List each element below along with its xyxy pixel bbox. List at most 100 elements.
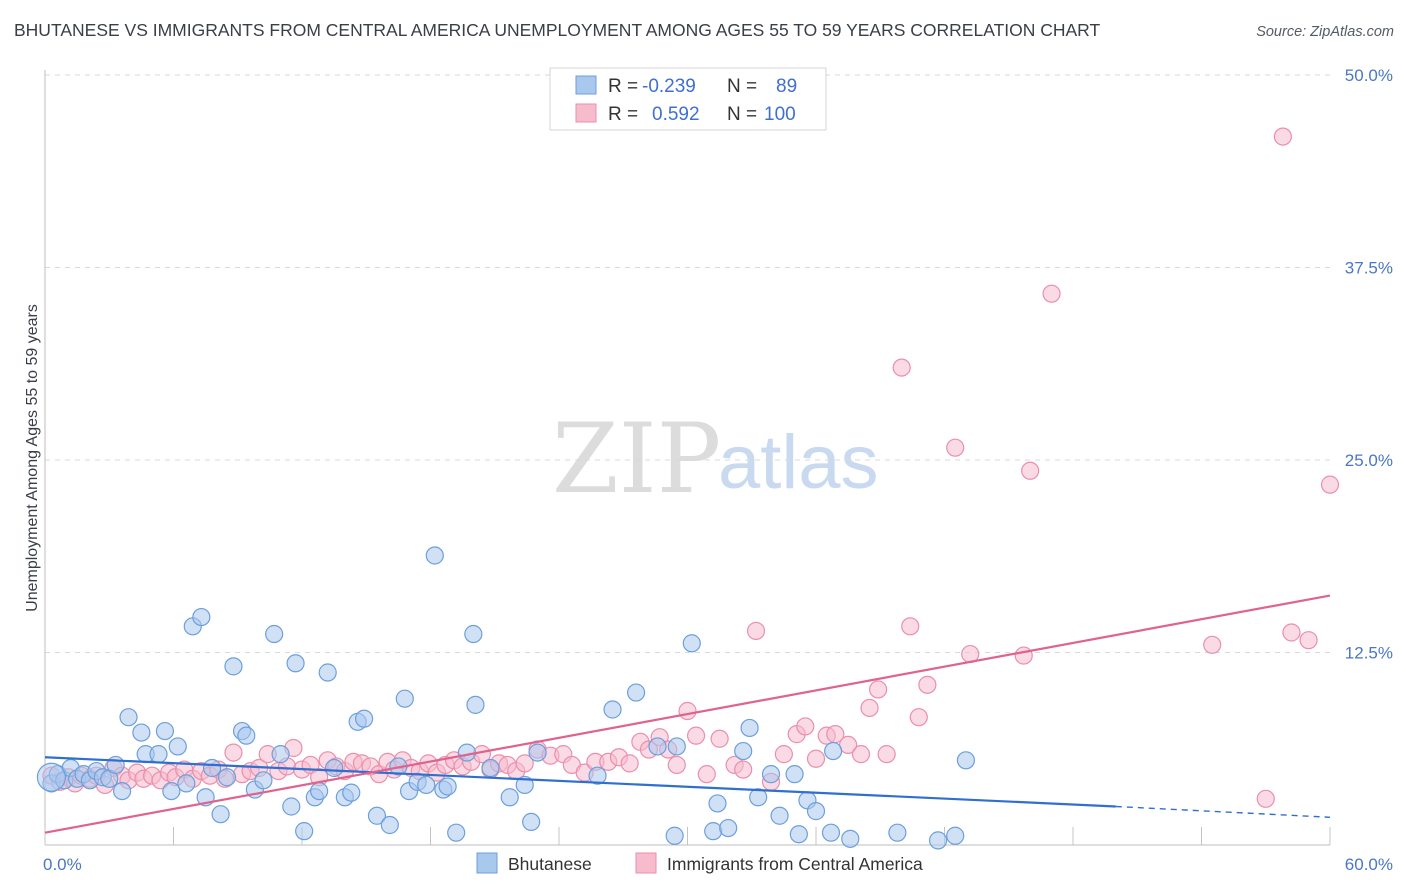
bhutanese-point-35: [295, 822, 314, 841]
bhutanese-point-72: [719, 818, 738, 838]
bhutanese-point-81: [806, 802, 826, 821]
y-tick-label-0: 12.5%: [1345, 644, 1393, 663]
bhutanese-point-69: [682, 634, 701, 653]
bhutanese-point-18: [168, 737, 187, 756]
bhutanese-point-33: [282, 797, 301, 816]
immigrants-trend-line: [44, 594, 1331, 834]
bhutanese-trend-extension: [1115, 805, 1331, 818]
bhutanese-point-75: [749, 788, 768, 807]
bhutanese-point-86: [928, 831, 948, 850]
bhutanese-point-74: [740, 718, 759, 738]
bhutanese-point-24: [211, 805, 230, 824]
immigrants-point-72: [678, 701, 697, 721]
immigrants-point-94: [918, 675, 937, 694]
immigrants-point-87: [851, 745, 871, 764]
y-axis-label: Unemployment Among Ages 55 to 59 years: [24, 304, 41, 612]
bhutanese-trend-line: [44, 756, 1116, 808]
immigrants-upper-point-4: [1256, 789, 1275, 808]
bhutanese-point-84: [841, 829, 860, 848]
y-tick-label-3: 50.0%: [1345, 66, 1393, 85]
bhutanese-point-56: [464, 624, 483, 644]
bhutanese-point-76: [761, 765, 781, 784]
legend-box: R = -0.239 N = 89 R = 0.592 N = 100: [549, 67, 827, 131]
immigrants-point-71: [667, 755, 686, 775]
watermark-atlas: atlas: [718, 420, 879, 505]
immigrants-point-23: [224, 743, 243, 762]
legend-n-label-1: N =: [727, 76, 757, 97]
bhutanese-point-60: [515, 775, 534, 795]
bhutanese-point-73: [734, 741, 753, 761]
legend-r-value-2: 0.592: [652, 104, 700, 125]
chart-title: BHUTANESE VS IMMIGRANTS FROM CENTRAL AME…: [14, 20, 1101, 40]
bhutanese-point-26: [224, 657, 243, 676]
immigrants-point-97: [1014, 646, 1033, 665]
x-ticks: 0.0% 60.0%: [43, 827, 1393, 874]
bhutanese-point-68: [667, 737, 686, 756]
bhutanese-point-39: [325, 758, 344, 778]
bhutanese-point-25: [217, 768, 237, 787]
series-bhutanese-points: [36, 546, 976, 850]
bhutanese-point-62: [528, 743, 547, 762]
bhutanese-point-44: [367, 806, 387, 825]
bottom-legend-swatch-pink: [635, 852, 657, 874]
immigrants-point-75: [710, 729, 729, 748]
bhutanese-point-54: [447, 823, 466, 842]
bhutanese-point-65: [626, 683, 646, 702]
bhutanese-point-43: [355, 709, 374, 728]
immigrants-point-91: [892, 358, 911, 377]
bhutanese-point-70: [704, 822, 723, 841]
bottom-legend-swatch-blue: [476, 852, 498, 874]
bhutanese-point-13: [132, 723, 151, 742]
immigrants-upper-point-5: [1203, 635, 1222, 654]
bhutanese-point-38: [318, 663, 337, 682]
bhutanese-point-50: [417, 775, 436, 795]
immigrants-point-77: [734, 760, 753, 779]
bhutanese-point-15: [149, 745, 168, 764]
immigrants-point-66: [620, 754, 639, 773]
bhutanese-point-58: [481, 758, 500, 778]
bhutanese-point-85: [888, 823, 907, 842]
immigrants-point-98: [1021, 461, 1040, 480]
bhutanese-point-17: [162, 781, 181, 801]
bhutanese-point-47: [395, 689, 414, 708]
immigrants-point-95: [946, 438, 965, 457]
bhutanese-point-32: [271, 745, 290, 764]
bhutanese-point-21: [192, 607, 211, 627]
immigrants-point-82: [796, 717, 815, 736]
immigrants-upper-point-2: [1299, 631, 1318, 650]
bhutanese-point-78: [785, 765, 804, 784]
immigrants-point-93: [909, 708, 928, 727]
bhutanese-point-82: [821, 823, 841, 842]
bhutanese-point-11: [112, 781, 132, 801]
grid-lines: [45, 74, 1330, 653]
immigrants-upper-point-0: [1273, 127, 1292, 146]
bhutanese-point-53: [438, 777, 457, 796]
bhutanese-point-61: [522, 812, 541, 832]
legend-swatch-pink: [575, 103, 597, 123]
bhutanese-point-64: [603, 700, 622, 719]
bhutanese-point-57: [466, 695, 485, 714]
bhutanese-point-23: [202, 758, 222, 778]
watermark-zip: ZIP: [552, 403, 721, 515]
bhutanese-point-83: [824, 741, 843, 761]
y-tick-label-2: 37.5%: [1345, 259, 1393, 278]
legend-r-label-2: R =: [608, 104, 638, 125]
bhutanese-point-45: [380, 815, 399, 835]
immigrants-point-92: [901, 617, 920, 636]
trend-lines: [44, 594, 1331, 834]
legend-r-label-1: R =: [608, 76, 638, 97]
bhutanese-point-59: [500, 788, 519, 807]
bhutanese-point-67: [665, 826, 684, 845]
bhutanese-point-71: [708, 794, 727, 813]
bhutanese-point-77: [770, 806, 789, 825]
bhutanese-point-51: [425, 546, 444, 565]
chart-source: Source: ZipAtlas.com: [1256, 24, 1394, 40]
bhutanese-point-63: [588, 766, 607, 785]
bhutanese-point-87: [946, 826, 965, 845]
bhutanese-point-88: [956, 751, 976, 770]
immigrants-point-89: [869, 680, 888, 699]
immigrants-point-99: [1042, 284, 1061, 303]
bhutanese-point-28: [237, 726, 256, 745]
immigrants-point-90: [877, 745, 896, 764]
bhutanese-point-19: [177, 774, 196, 793]
